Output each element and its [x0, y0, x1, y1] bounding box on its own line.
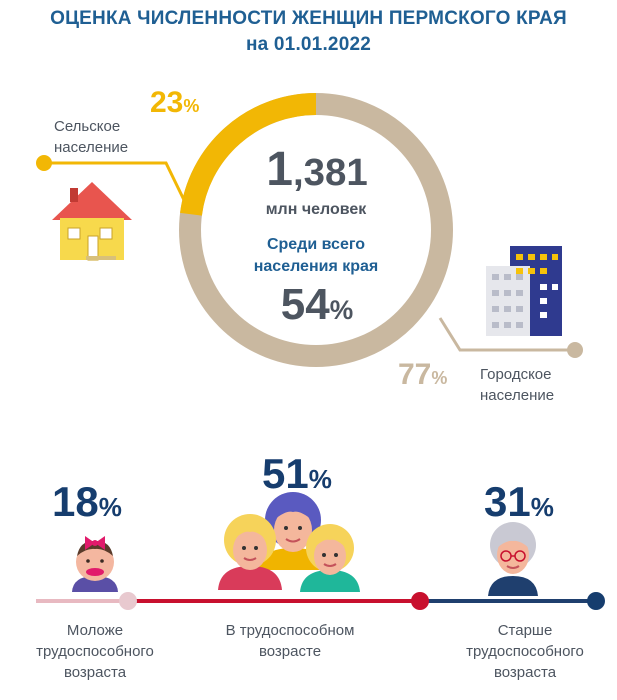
urban-share-arc — [179, 93, 453, 367]
rural-label: Сельское население — [54, 118, 129, 156]
age-working-label: В трудоспособном возрасте — [225, 622, 355, 660]
age-timeline — [36, 592, 605, 610]
rural-share-arc — [180, 93, 317, 216]
age-working-percentage: 51% — [262, 450, 332, 497]
baby-icon — [72, 536, 118, 592]
women-group-icon — [218, 492, 360, 592]
elderly-woman-icon — [488, 522, 538, 596]
rural-percentage: 23% — [150, 86, 200, 119]
rural-leader-line — [44, 161, 186, 201]
timeline-dot-working — [411, 592, 429, 610]
urban-leader-line — [438, 317, 575, 352]
urban-percentage: 77% — [398, 358, 448, 391]
page-subtitle-date: на 01.01.2022 — [245, 34, 371, 55]
house-icon — [52, 182, 132, 261]
age-under-working-percentage: 18% — [52, 478, 122, 525]
age-under-working-label: Моложе трудоспособного возраста — [36, 622, 154, 681]
age-over-working-percentage: 31% — [484, 478, 554, 525]
age-over-working-label: Старше трудоспособного возраста — [466, 622, 584, 681]
urban-label: Городское население — [480, 366, 555, 404]
total-population-value: 1,381 — [266, 143, 368, 196]
rural-leader-dot — [36, 155, 52, 171]
share-caption: Среди всего населения края — [253, 236, 379, 275]
page-title: ОЦЕНКА ЧИСЛЕННОСТИ ЖЕНЩИН ПЕРМСКОГО КРАЯ — [50, 8, 567, 29]
timeline-dot-young — [119, 592, 137, 610]
share-of-population: 54% — [280, 280, 354, 329]
urban-leader-dot — [567, 342, 583, 358]
apartment-building-icon — [486, 246, 562, 336]
timeline-dot-senior — [587, 592, 605, 610]
total-population-unit: млн человек — [265, 201, 367, 218]
